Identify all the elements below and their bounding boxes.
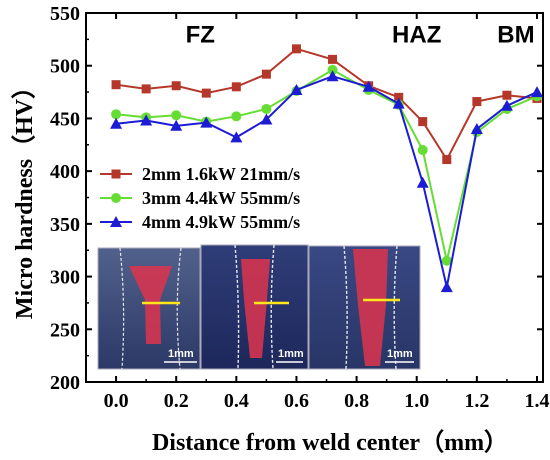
data-point xyxy=(111,109,122,120)
data-point xyxy=(200,116,213,128)
x-tick-label: 1.0 xyxy=(404,390,429,412)
series-3 xyxy=(110,70,543,293)
inset-panel-1: 1mm xyxy=(97,247,201,370)
x-tick-label: 1.2 xyxy=(464,390,489,412)
data-point xyxy=(328,54,338,64)
y-tick-label: 550 xyxy=(50,3,80,25)
x-tick-label: 0.6 xyxy=(284,390,309,412)
data-point xyxy=(326,70,339,82)
legend-marker xyxy=(111,169,121,179)
data-point xyxy=(201,88,211,98)
data-point xyxy=(441,255,452,266)
x-tick-label: 0.2 xyxy=(164,390,189,412)
data-point xyxy=(470,122,483,134)
x-tick-label: 1.4 xyxy=(524,390,549,412)
y-tick-label: 500 xyxy=(50,56,80,78)
y-tick-label: 300 xyxy=(50,267,80,289)
x-tick-label: 0.0 xyxy=(104,390,129,412)
data-point xyxy=(230,131,243,143)
data-point xyxy=(362,80,375,92)
data-point xyxy=(500,99,513,111)
scale-bar-label: 1mm xyxy=(278,348,304,360)
data-point xyxy=(417,145,428,156)
scale-bar-label: 1mm xyxy=(168,348,194,360)
scale-bar-label: 1mm xyxy=(387,348,413,360)
data-point xyxy=(261,69,271,79)
data-series xyxy=(110,44,543,293)
y-tick-label: 450 xyxy=(50,108,80,130)
legend-marker xyxy=(110,216,122,227)
data-point xyxy=(291,44,301,54)
data-point xyxy=(231,82,241,92)
data-point xyxy=(502,90,512,100)
x-axis-title: Distance from weld center（mm） xyxy=(152,429,508,456)
data-point xyxy=(418,117,428,127)
y-tick-label: 400 xyxy=(50,161,80,183)
data-point xyxy=(327,64,338,75)
data-point xyxy=(170,119,183,131)
legend-marker xyxy=(111,193,121,203)
data-point xyxy=(442,155,452,165)
region-label: BM xyxy=(497,22,534,49)
data-point xyxy=(141,84,151,94)
legend-label: 4mm 4.9kW 55mm/s xyxy=(142,212,300,232)
inset-micrographs: 1mm 1mm 1mm xyxy=(97,244,421,370)
data-point xyxy=(171,81,181,91)
data-point xyxy=(416,176,429,188)
legend-label: 2mm 1.6kW 21mm/s xyxy=(142,164,300,184)
data-point xyxy=(392,97,405,109)
data-point xyxy=(290,83,303,95)
legend: 2mm 1.6kW 21mm/s 3mm 4.4kW 55mm/s 4mm 4.9k… xyxy=(100,164,300,232)
data-point xyxy=(440,281,453,293)
data-point xyxy=(394,92,404,102)
tick-labels: 0.0 0.2 0.4 0.6 0.8 1.0 1.2 1.4 200 250 300 350 400 4… xyxy=(50,3,549,412)
y-tick-label: 350 xyxy=(50,214,80,236)
region-labels: FZ HAZ BM xyxy=(186,22,535,49)
data-point xyxy=(140,114,153,126)
legend-label: 3mm 4.4kW 55mm/s xyxy=(142,188,300,208)
data-point xyxy=(530,86,543,98)
data-point xyxy=(472,97,482,107)
data-point xyxy=(110,117,123,129)
data-point xyxy=(111,80,121,90)
data-point xyxy=(260,113,273,125)
series-1 xyxy=(111,44,542,165)
y-tick-label: 200 xyxy=(50,372,80,394)
data-point xyxy=(261,103,272,114)
x-tick-label: 0.8 xyxy=(344,390,369,412)
data-point xyxy=(171,110,182,121)
inset-panel-2: 1mm xyxy=(200,244,309,370)
y-axis-title: Micro hardness（HV） xyxy=(11,75,38,319)
x-tick-label: 0.4 xyxy=(224,390,249,412)
data-point xyxy=(231,111,242,122)
y-tick-label: 250 xyxy=(50,319,80,341)
region-label: FZ xyxy=(186,22,215,49)
inset-panel-3: 1mm xyxy=(308,245,421,370)
axis-ticks xyxy=(86,12,543,383)
region-label: HAZ xyxy=(392,22,441,49)
